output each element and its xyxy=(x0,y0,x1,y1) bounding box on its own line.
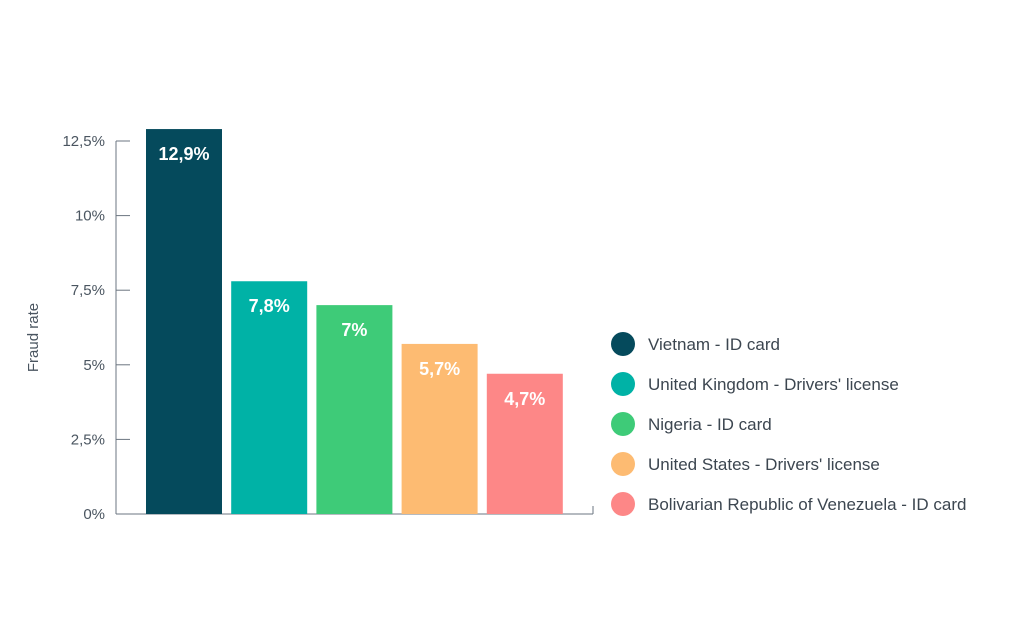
legend-swatch xyxy=(611,412,635,436)
legend-swatch xyxy=(611,332,635,356)
y-tick-label: 0% xyxy=(83,506,105,523)
bar xyxy=(316,305,393,514)
legend-item: Vietnam - ID card xyxy=(611,332,780,356)
legend-label: United Kingdom - Drivers' license xyxy=(648,375,899,394)
bar xyxy=(486,373,563,514)
bar xyxy=(231,281,308,514)
legend-label: Bolivarian Republic of Venezuela - ID ca… xyxy=(648,495,966,514)
y-tick-label: 12,5% xyxy=(62,133,105,150)
legend-item: Nigeria - ID card xyxy=(611,412,772,436)
bar-value-label: 7% xyxy=(341,320,367,340)
y-ticks: 0% 2,5% 5% 7,5% 10% 12,5% xyxy=(62,133,130,523)
legend-label: Vietnam - ID card xyxy=(648,335,780,354)
bar xyxy=(146,129,222,514)
legend-label: United States - Drivers' license xyxy=(648,455,880,474)
bars: 12,9% 7,8% 7% 5,7% 4,7% xyxy=(146,129,563,514)
legend-swatch xyxy=(611,492,635,516)
legend-item: United Kingdom - Drivers' license xyxy=(611,372,899,396)
legend-swatch xyxy=(611,452,635,476)
legend-item: United States - Drivers' license xyxy=(611,452,880,476)
legend: Vietnam - ID card United Kingdom - Driver… xyxy=(611,332,966,516)
legend-label: Nigeria - ID card xyxy=(648,415,772,434)
y-tick-label: 2,5% xyxy=(71,431,105,448)
bar-value-label: 12,9% xyxy=(158,144,209,164)
legend-swatch xyxy=(611,372,635,396)
bar-value-label: 5,7% xyxy=(419,359,460,379)
bar xyxy=(401,343,478,514)
y-tick-label: 5% xyxy=(83,357,105,374)
y-tick-label: 7,5% xyxy=(71,282,105,299)
bar-value-label: 4,7% xyxy=(504,389,545,409)
y-tick-label: 10% xyxy=(75,208,105,225)
y-axis-title: Fraud rate xyxy=(25,303,42,372)
legend-item: Bolivarian Republic of Venezuela - ID ca… xyxy=(611,492,966,516)
bar-value-label: 7,8% xyxy=(249,296,290,316)
